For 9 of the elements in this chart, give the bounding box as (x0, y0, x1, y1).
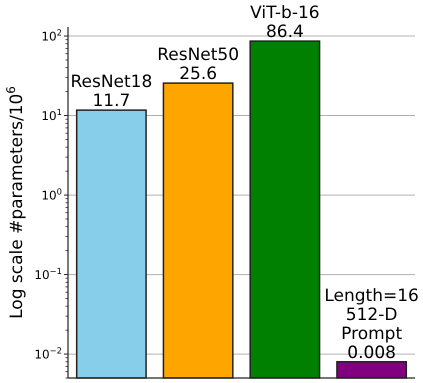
y-tick-label: 10$^{−1}$ (34, 266, 62, 282)
y-tick-label: 10$^{0}$ (41, 186, 62, 202)
data-label: Length=16 512-D Prompt 0.008 (324, 286, 419, 363)
data-label: ResNet50 25.6 (157, 45, 240, 84)
y-tick-label: 10$^{2}$ (41, 27, 62, 44)
data-label: ViT-b-16 86.4 (250, 3, 320, 42)
y-tick-label: 10$^{−2}$ (34, 345, 62, 362)
data-label: ResNet18 11.7 (70, 72, 152, 112)
y-tick-label: 10$^{1}$ (41, 106, 62, 123)
